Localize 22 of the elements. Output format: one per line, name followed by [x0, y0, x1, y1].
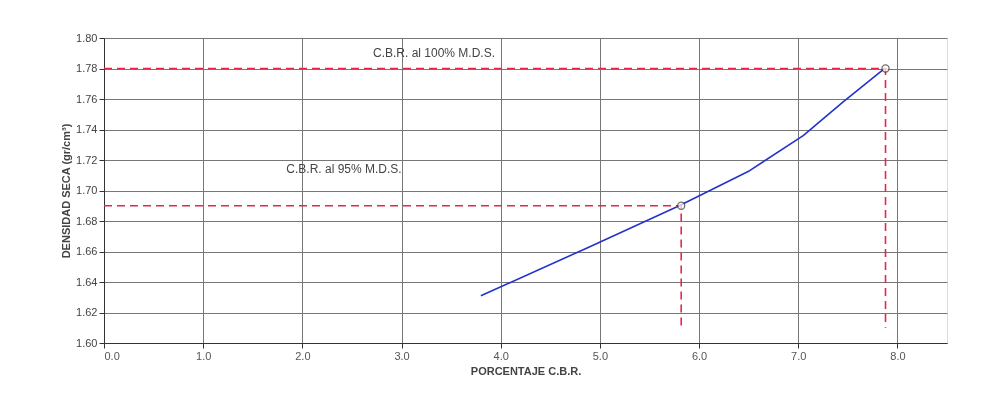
y-tick-label: 1.78 — [76, 62, 98, 74]
x-tick-label: 6.0 — [691, 349, 708, 362]
x-axis-title: PORCENTAJE C.B.R. — [470, 364, 582, 377]
y-axis-title: DENSIDAD SECA (gr/cm³) — [60, 123, 73, 259]
y-tick-label: 1.74 — [76, 123, 98, 135]
y-tick-label: 1.66 — [76, 245, 98, 257]
y-tick-label: 1.62 — [76, 306, 98, 318]
y-tick-label: 1.70 — [76, 184, 98, 196]
x-tick-label: 3.0 — [394, 349, 410, 362]
x-tick-label: 2.0 — [295, 349, 311, 362]
y-tick-label: 1.64 — [76, 275, 98, 288]
y-tick-label: 1.76 — [76, 92, 98, 105]
x-tick-label: 5.0 — [592, 349, 609, 362]
x-tick-label: 4.0 — [493, 349, 509, 362]
y-tick-label: 1.80 — [76, 31, 98, 44]
x-tick-label: 0.0 — [104, 349, 120, 362]
y-tick-label: 1.68 — [76, 214, 98, 227]
x-tick-label: 8.0 — [890, 349, 906, 362]
x-tick-label: 1.0 — [196, 349, 212, 362]
x-tick-label: 7.0 — [791, 349, 807, 362]
y-tick-label: 1.60 — [76, 336, 98, 349]
y-tick-label: 1.72 — [76, 153, 98, 166]
